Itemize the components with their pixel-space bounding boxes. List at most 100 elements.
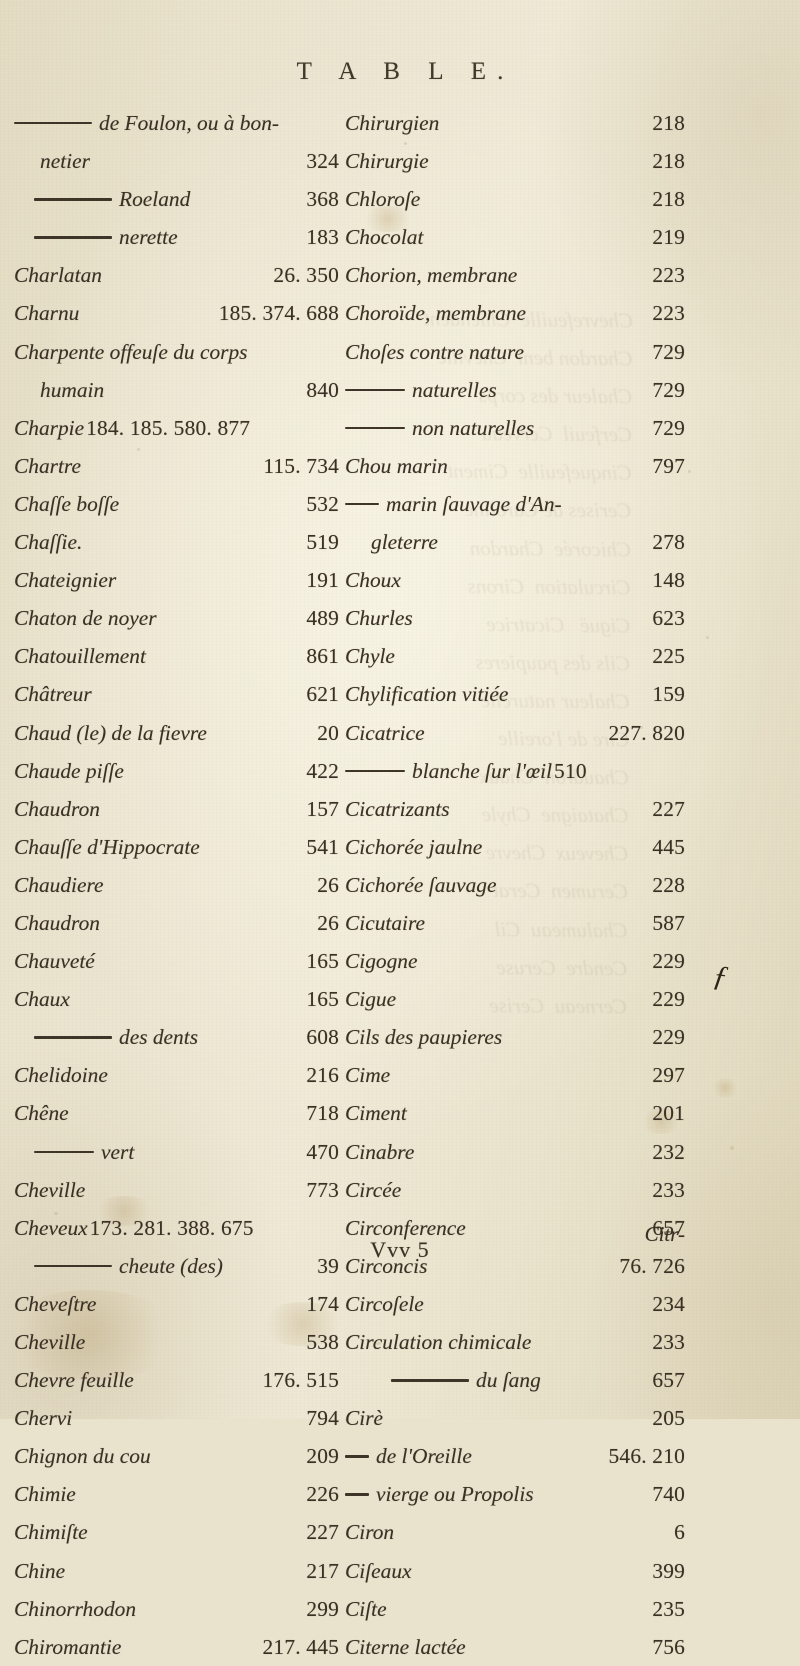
index-term: Chyle: [345, 644, 395, 669]
index-term: Chaſſie.: [14, 530, 83, 555]
page-header-table: T A B L E.: [296, 58, 515, 85]
index-term: Citerne lactée: [345, 1634, 466, 1659]
index-term: nerette: [119, 225, 178, 250]
index-term: Cirè: [345, 1406, 384, 1431]
index-page-number: 445: [652, 834, 685, 859]
index-page-number: 587: [652, 910, 685, 935]
catchword: Citr-: [644, 1222, 685, 1246]
index-term: Chateignier: [14, 568, 117, 593]
index-term: Chaudron: [14, 796, 100, 821]
index-term: blanche ſur l'œil: [412, 758, 553, 783]
index-entry: Chelidoine 216: [14, 1056, 339, 1094]
index-entry: Roeland 368: [14, 180, 339, 218]
index-page-number: 729: [652, 377, 685, 402]
index-term: cheute (des): [119, 1253, 223, 1278]
index-term: Cheveux: [14, 1215, 88, 1240]
index-entry: Choux 148: [345, 561, 685, 599]
index-page-number: 608: [306, 1025, 339, 1050]
index-entry: Citerne lactée 756: [345, 1628, 685, 1666]
index-page-number: 546. 210: [608, 1444, 685, 1469]
index-page-number: 729: [652, 415, 685, 440]
index-page-number: 201: [652, 1101, 685, 1126]
index-entry: Cheville 773: [14, 1171, 339, 1209]
index-term: Chiromantie: [14, 1634, 122, 1659]
index-term: des dents: [119, 1025, 199, 1050]
index-term: Chauſſe d'Hippocrate: [14, 834, 200, 859]
index-entry: Chêne 718: [14, 1094, 339, 1132]
index-entry: Chaſſe boſſe 532: [14, 485, 339, 523]
index-term: de l'Oreille: [376, 1444, 472, 1469]
index-term: Cicutaire: [345, 910, 426, 935]
repeat-headword-dash: [34, 236, 112, 239]
index-term: Chou marin: [345, 453, 448, 478]
index-page-number: 165: [306, 987, 339, 1012]
index-term: gleterre: [371, 530, 438, 555]
index-page-number: 223: [652, 301, 685, 326]
index-entry: Chylification vitiée 159: [345, 675, 685, 713]
index-term: vierge ou Propolis: [376, 1482, 534, 1507]
index-page-number: 510: [554, 758, 587, 783]
index-page-number: 235: [652, 1596, 685, 1621]
index-page-number: 541: [306, 834, 339, 859]
index-page-number: 183: [306, 225, 339, 250]
index-term: Charlatan: [14, 263, 102, 288]
index-entry: Cheveux173. 281. 388. 675: [14, 1209, 339, 1247]
index-page-number: 538: [306, 1330, 339, 1354]
index-page-number: 148: [652, 568, 685, 593]
index-page-number: 217: [306, 1558, 339, 1583]
index-term: Cils des paupieres: [345, 1025, 503, 1050]
index-entry-continuation: gleterre 278: [345, 523, 685, 561]
index-term: Choroïde, membrane: [345, 301, 527, 326]
index-term: Chatouillement: [14, 644, 146, 669]
index-page-number: 368: [306, 187, 339, 212]
index-page-number: 324: [306, 149, 339, 174]
index-term: Cinabre: [345, 1139, 415, 1164]
index-term: Cheveſtre: [14, 1291, 97, 1316]
index-page-number: 227: [652, 796, 685, 821]
index-entry: Circoncis 76. 726: [345, 1247, 685, 1285]
index-entry: Chaud (le) de la fievre 20: [14, 714, 339, 752]
index-entry: Cicatrice 227. 820: [345, 714, 685, 752]
repeat-headword-dash: [345, 769, 405, 773]
index-page-number: 39: [317, 1253, 339, 1278]
index-term: naturelles: [412, 377, 497, 402]
index-term: Cigogne: [345, 949, 418, 974]
index-page-number: 218: [652, 111, 685, 135]
index-entry: Cheveſtre 174: [14, 1285, 339, 1323]
index-entry: Cheville 538: [14, 1323, 339, 1361]
index-entry: Chloroſe 218: [345, 180, 685, 218]
index-entry: Chartre 115. 734: [14, 447, 339, 485]
index-entry-continuation: humain 840: [14, 371, 339, 409]
index-entry-continuation: netier 324: [14, 142, 339, 180]
index-entry: Chirurgien 218: [345, 104, 685, 142]
index-page-number: 399: [652, 1558, 685, 1583]
index-entry: Cichorée ſauvage 228: [345, 866, 685, 904]
index-page-number: 173. 281. 388. 675: [89, 1215, 254, 1240]
index-term: Ciſeaux: [345, 1558, 412, 1583]
margin-annotation-mark: ƒ: [710, 959, 731, 994]
index-entry: Circée 233: [345, 1171, 685, 1209]
index-page-number: 20: [317, 720, 339, 745]
index-page-number: 176. 515: [262, 1368, 339, 1393]
index-page-number: 718: [306, 1101, 339, 1126]
index-page-number: 840: [306, 377, 339, 402]
index-term: Cheville: [14, 1177, 86, 1202]
index-entry: Chatouillement 861: [14, 637, 339, 675]
index-page-number: 228: [652, 872, 685, 897]
index-page-number: 185. 374. 688: [218, 301, 339, 326]
index-page-number: 226: [306, 1482, 339, 1507]
index-term: Charpie: [14, 415, 85, 440]
index-page-number: 229: [652, 987, 685, 1012]
index-page-number: 191: [306, 568, 339, 593]
index-term: non naturelles: [412, 415, 535, 440]
index-term: Chinorrhodon: [14, 1596, 137, 1621]
index-page-number: 227: [306, 1520, 339, 1545]
repeat-headword-dash: [34, 1150, 94, 1153]
index-term: Cicatrizants: [345, 796, 450, 821]
index-page-number: 184. 185. 580. 877: [86, 415, 251, 440]
index-page-number: 233: [652, 1330, 685, 1354]
index-page-number: 740: [652, 1482, 685, 1507]
index-page-number: 756: [652, 1634, 685, 1659]
index-entry: Chimie 226: [14, 1475, 339, 1513]
index-entry: Choroïde, membrane 223: [345, 294, 685, 332]
